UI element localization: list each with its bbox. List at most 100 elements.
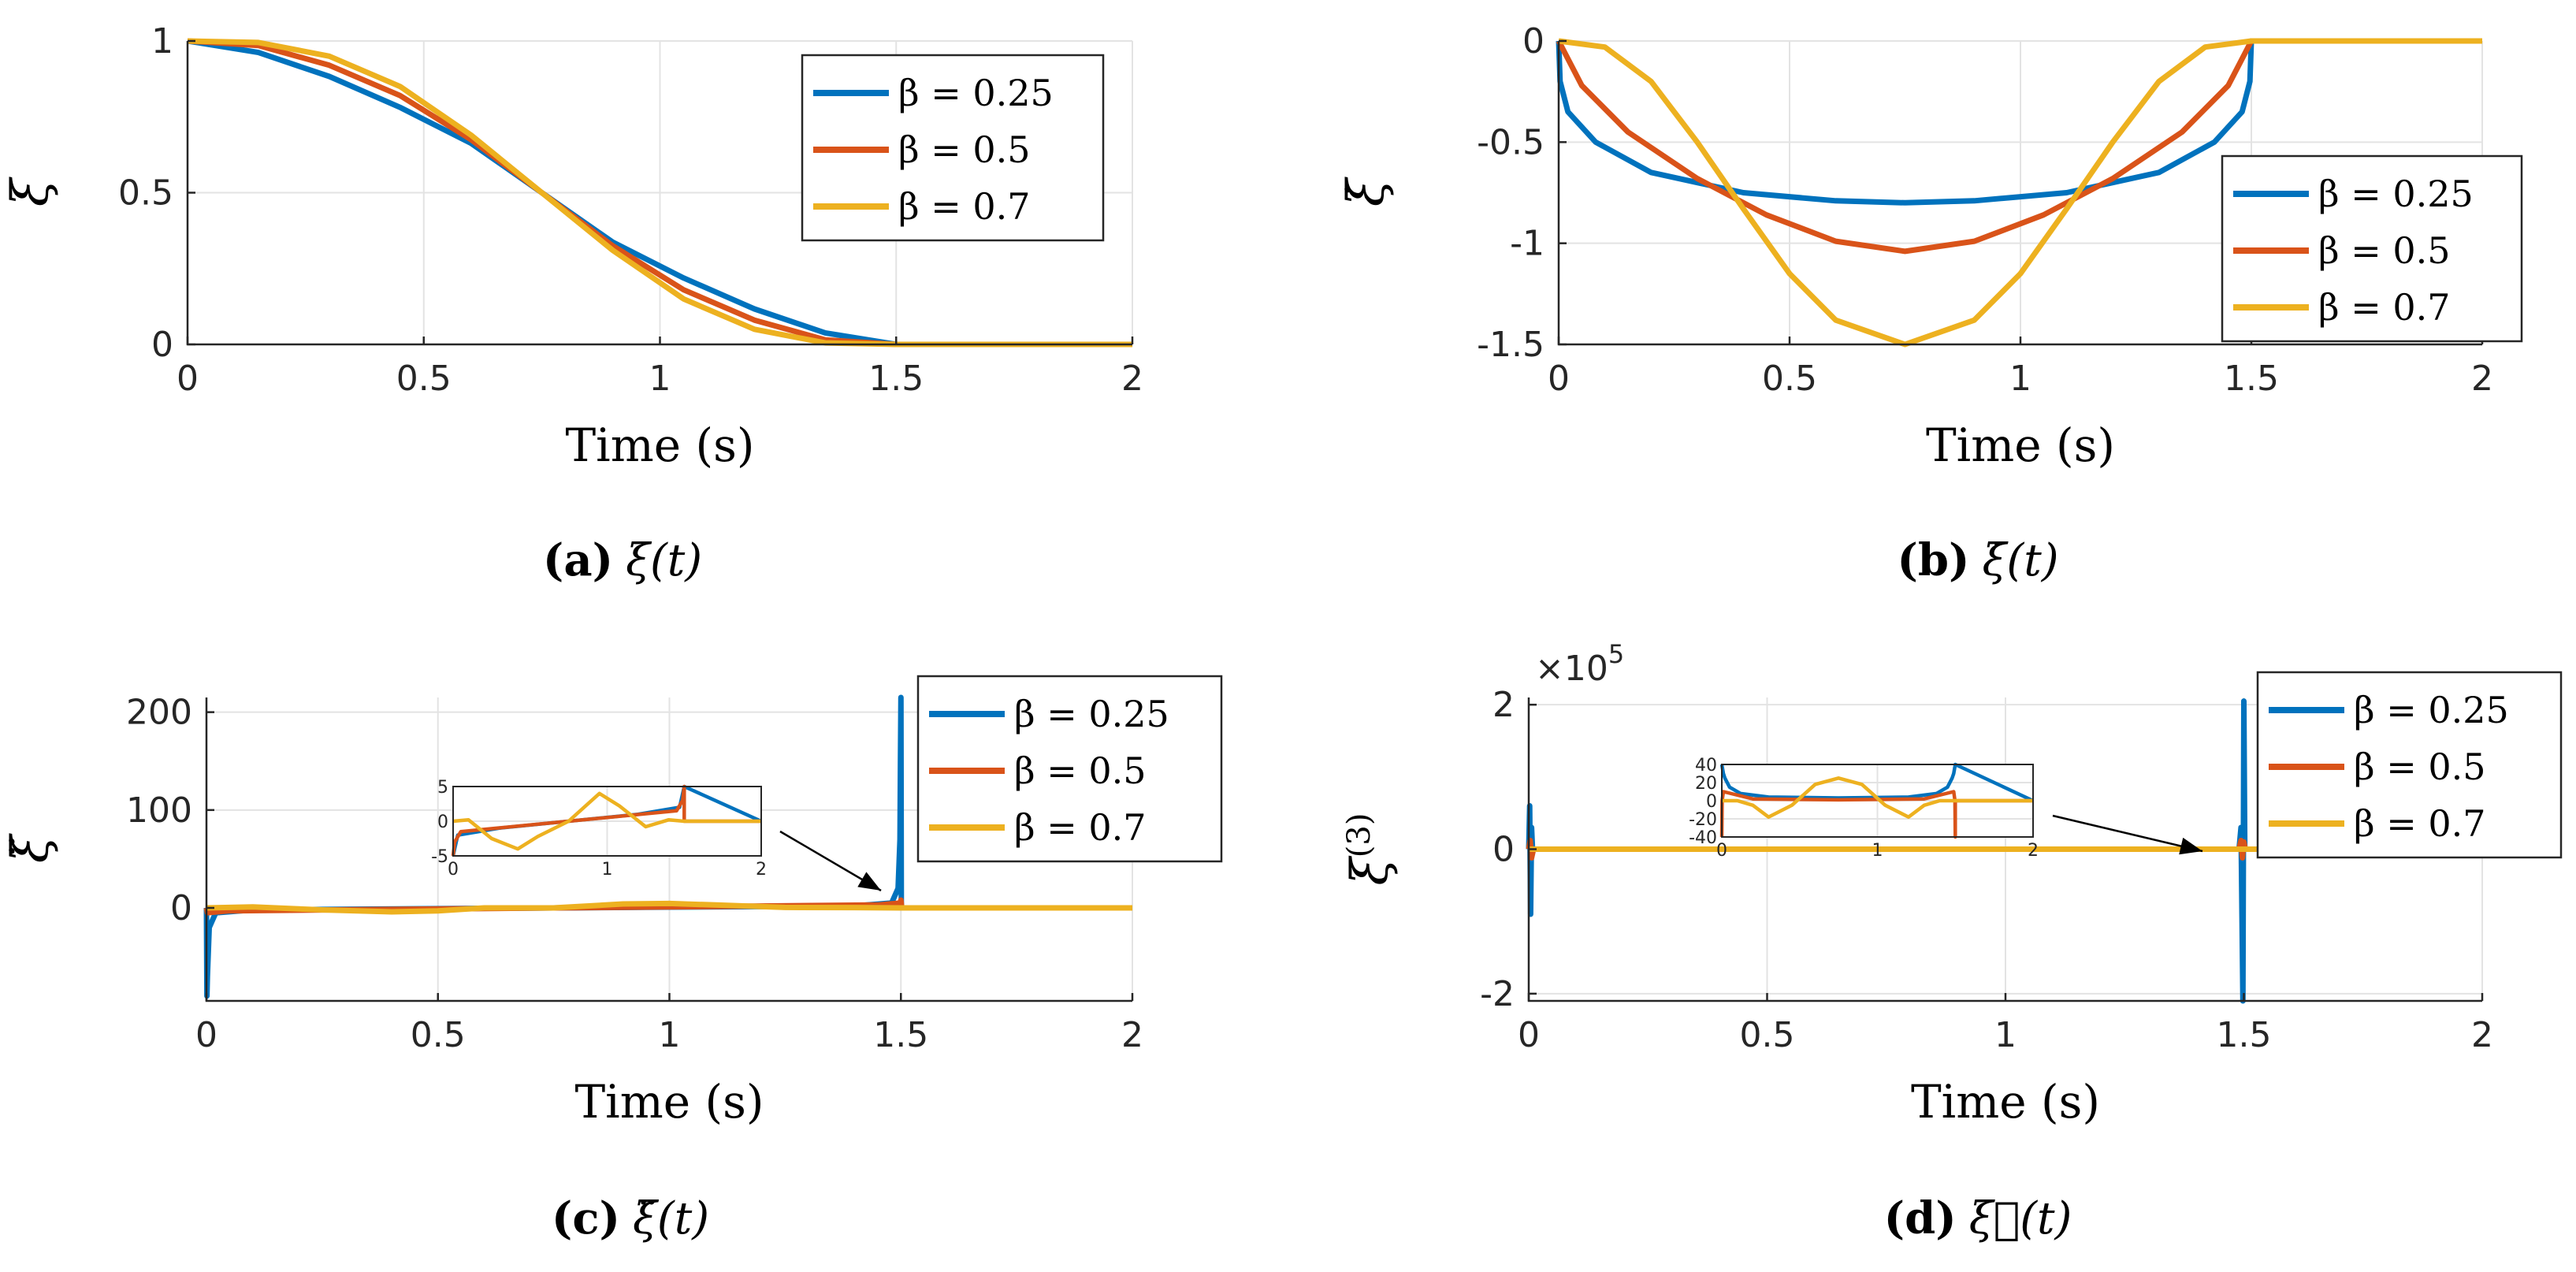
panel-a: 0 0.5 1 1.5 2 0 0.5 1 Time (s) ξ β = 0.25 β = 0.5 β … <box>2 21 1143 586</box>
y-tick-label: 100 <box>126 790 192 831</box>
legend-label-1: β = 0.25 <box>898 72 1054 114</box>
x-tick-label: 0.5 <box>411 1015 466 1055</box>
y-tick-label: 200 <box>126 693 192 733</box>
y-tick-label: 2 <box>1492 685 1515 725</box>
panel-caption-letter: (a) <box>543 534 613 586</box>
x-tick-label: 2 <box>1121 359 1143 399</box>
series-line-1 <box>1556 38 2482 206</box>
y-tick-label: -1 <box>1510 224 1544 264</box>
x-tick-label: 1 <box>659 1015 681 1055</box>
inset-series-line-2 <box>1719 790 2033 839</box>
panel-caption-expression: ξ⃛(t) <box>1969 1193 2072 1244</box>
inset-pointer-arrowhead <box>857 872 881 891</box>
inset-y-tick-label: -5 <box>431 847 448 867</box>
panel-caption: (b) ξ̇(t) <box>1897 534 2058 586</box>
x-tick-label: 0 <box>195 1015 217 1055</box>
panel-caption: (c) ξ̈(t) <box>552 1192 709 1244</box>
x-tick-label: 2 <box>2471 359 2493 399</box>
x-tick-label: 0 <box>1518 1015 1540 1055</box>
y-tick-label: 0.5 <box>118 173 173 214</box>
y-tick-label: -1.5 <box>1477 325 1544 365</box>
axis-scale-power: 5 <box>1608 639 1624 669</box>
panel-caption-letter: (d) <box>1884 1192 1957 1244</box>
x-tick-label: 2 <box>1121 1015 1143 1055</box>
legend-label-2: β = 0.5 <box>2354 746 2486 788</box>
x-tick-label: 1 <box>2009 359 2031 399</box>
inset-y-tick-label: 20 <box>1695 774 1717 794</box>
y-tick-label: 0 <box>1492 830 1515 870</box>
inset-x-tick-label: 2 <box>2028 841 2039 861</box>
y-axis-label-sup: (3) <box>1341 813 1377 858</box>
inset-frame <box>1721 764 2034 838</box>
x-tick-label: 1.5 <box>2224 359 2279 399</box>
x-axis-label: Time (s) <box>565 418 754 472</box>
panel-caption-expression: ξ̇(t) <box>1983 535 2059 586</box>
series-line-2 <box>1556 38 2482 255</box>
y-tick-label: 0 <box>151 325 173 365</box>
axis-scale-exponent: ×105 <box>1535 639 1624 689</box>
inset-series-line-3 <box>1722 776 2033 819</box>
inset-frame <box>452 786 762 857</box>
inset-series-line-2 <box>451 784 761 857</box>
x-tick-label: 1.5 <box>868 359 924 399</box>
inset-y-tick-label: -20 <box>1689 810 1717 830</box>
inset-x-tick-label: 1 <box>602 860 613 880</box>
panel-caption-letter: (c) <box>552 1192 620 1244</box>
legend-label-3: β = 0.7 <box>1014 806 1147 849</box>
panel-b: 0 0.5 1 1.5 2 -1.5 -1 -0.5 0 Time (s) ξ̇ β = 0.25 β … <box>1337 21 2523 586</box>
x-axis-label: Time (s) <box>1911 1075 2100 1129</box>
y-axis-label-base: ξ <box>1341 855 1400 885</box>
legend-label-2: β = 0.5 <box>898 128 1031 171</box>
y-axis-label: ξ(3) <box>1341 813 1400 886</box>
panel-caption: (a) ξ(t) <box>543 534 702 586</box>
panel-caption-letter: (b) <box>1897 534 1969 586</box>
inset-series-line-3 <box>452 791 761 851</box>
y-axis-label: ξ̈ <box>2 833 60 863</box>
inset-x-tick-label: 0 <box>1716 841 1727 861</box>
inset-series-line-1 <box>1719 762 2034 803</box>
x-tick-label: 0 <box>177 359 199 399</box>
legend-label-1: β = 0.25 <box>2354 689 2509 731</box>
x-tick-label: 0.5 <box>1740 1015 1795 1055</box>
y-tick-label: 0 <box>1522 21 1544 61</box>
series-line-3 <box>187 38 1132 348</box>
inset-x-tick-label: 0 <box>448 860 459 880</box>
inset-y-tick-label: -40 <box>1689 828 1717 848</box>
y-axis-label: ξ <box>2 177 60 206</box>
legend-label-3: β = 0.7 <box>898 185 1031 228</box>
inset-pointer-arrowhead <box>2179 837 2202 855</box>
x-tick-label: 2 <box>2471 1015 2493 1055</box>
panel-caption-expression: ξ̈(t) <box>633 1193 709 1244</box>
panel-caption: (d) ξ⃛(t) <box>1884 1192 2072 1244</box>
series-line-3 <box>206 900 1132 915</box>
inset-y-tick-label: 0 <box>1706 792 1717 812</box>
legend-label-2: β = 0.5 <box>2318 229 2451 272</box>
legend-label-3: β = 0.7 <box>2318 286 2451 329</box>
inset-y-tick-label: 5 <box>437 778 448 798</box>
y-tick-label: 1 <box>151 21 173 61</box>
x-tick-label: 1 <box>649 359 671 399</box>
legend-label-3: β = 0.7 <box>2354 802 2486 845</box>
inset-x-tick-label: 1 <box>1872 841 1883 861</box>
y-tick-label: 0 <box>170 888 192 928</box>
x-axis-label: Time (s) <box>1926 418 2115 472</box>
x-tick-label: 1.5 <box>2217 1015 2272 1055</box>
panel-caption-expression: ξ(t) <box>626 535 702 586</box>
series-line-3 <box>1558 38 2482 348</box>
x-axis-label: Time (s) <box>574 1075 764 1129</box>
y-tick-label: -2 <box>1480 974 1515 1014</box>
y-axis-label: ξ̇ <box>1337 177 1396 206</box>
inset-x-tick-label: 2 <box>756 860 767 880</box>
inset-pointer-arrow <box>2052 814 2203 853</box>
legend-label-2: β = 0.5 <box>1014 749 1147 792</box>
inset-y-tick-label: 0 <box>437 813 448 832</box>
inset-y-tick-label: 40 <box>1695 756 1717 775</box>
x-tick-label: 0 <box>1548 359 1570 399</box>
legend-label-1: β = 0.25 <box>1014 693 1169 735</box>
legend-label-1: β = 0.25 <box>2318 173 2474 215</box>
x-tick-label: 0.5 <box>1762 359 1817 399</box>
y-tick-label: -0.5 <box>1477 122 1544 162</box>
